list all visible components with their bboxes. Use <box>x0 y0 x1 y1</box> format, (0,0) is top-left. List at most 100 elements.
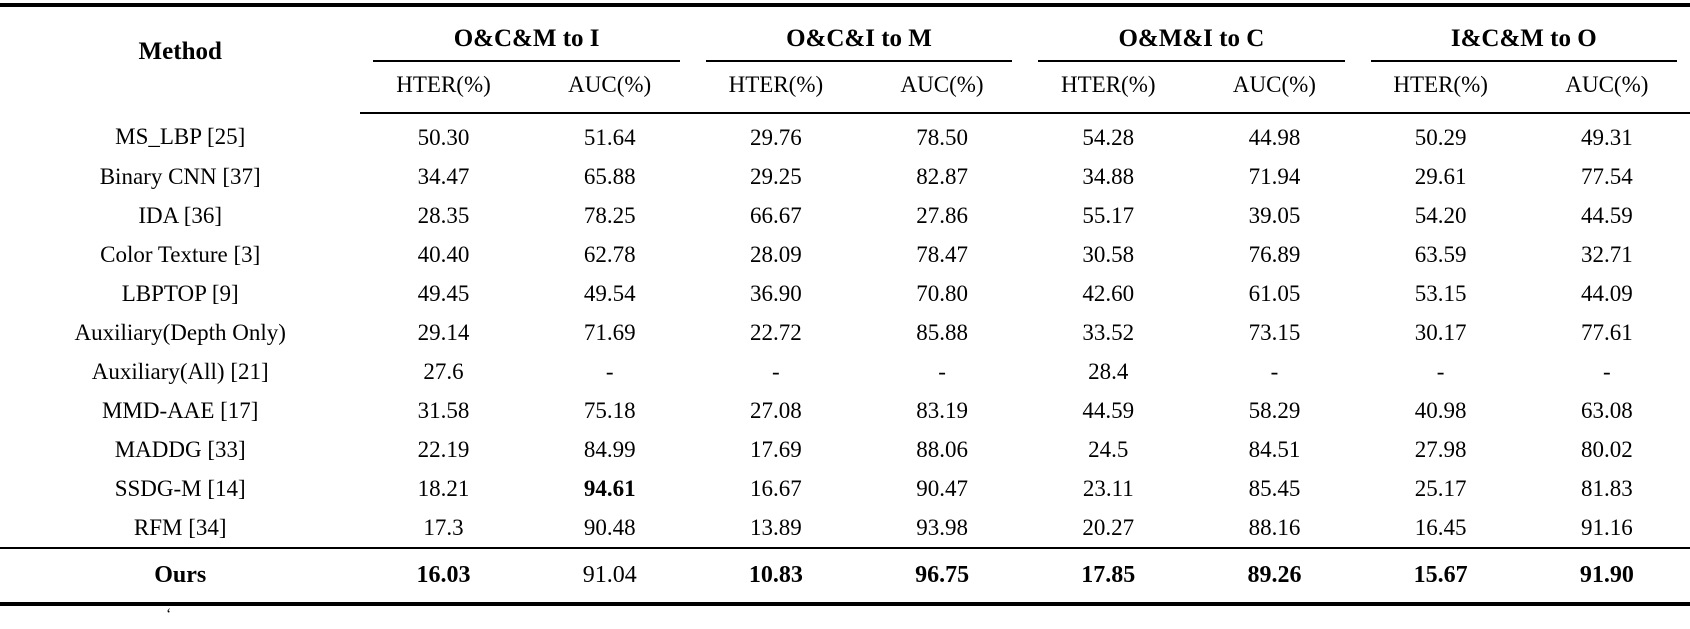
value-cell: 82.87 <box>916 163 968 189</box>
value-cell: 63.08 <box>1580 397 1633 423</box>
value-cell: 84.51 <box>1248 436 1301 462</box>
column-group-oci-to-m: O&C&I to M <box>693 5 1025 62</box>
method-cell: MADDG [33] <box>114 436 246 462</box>
column-group-ocm-to-i: O&C&M to I <box>360 5 692 62</box>
value-cell: 27.08 <box>750 397 802 423</box>
value-cell: 91.90 <box>1579 562 1634 588</box>
value-cell: 83.19 <box>916 397 968 423</box>
table-row: MADDG [33] 22.19 84.99 17.69 88.06 24.5 84.51 2… <box>0 430 1690 469</box>
value-cell: 49.31 <box>1580 124 1633 150</box>
value-cell: 54.20 <box>1414 202 1467 228</box>
value-cell: 77.54 <box>1580 163 1633 189</box>
value-cell: 96.75 <box>915 562 970 588</box>
value-cell: 44.98 <box>1248 124 1301 150</box>
value-cell: 24.5 <box>1088 436 1129 462</box>
method-cell: MS_LBP [25] <box>115 124 246 149</box>
value-cell: 50.30 <box>417 124 470 150</box>
value-cell: 49.45 <box>417 280 470 306</box>
value-cell: 94.61 <box>583 475 636 501</box>
value-cell: 58.29 <box>1248 397 1301 423</box>
method-cell: Color Texture [3] <box>100 241 261 267</box>
value-cell: 28.09 <box>750 241 802 267</box>
group-header-row: Method O&C&M to I O&C&I to M O&M&I to C … <box>0 5 1690 65</box>
value-cell: 62.78 <box>583 241 636 267</box>
value-cell: 23.11 <box>1082 475 1134 501</box>
value-cell: 90.48 <box>583 514 636 540</box>
value-cell: 70.80 <box>916 280 968 306</box>
value-cell: 44.59 <box>1580 202 1633 228</box>
value-cell: 44.59 <box>1082 397 1135 423</box>
subheader-row: HTER(%) AUC(%) HTER(%) AUC(%) HTER(%) AU… <box>0 62 1690 114</box>
value-cell: 78.25 <box>583 202 636 228</box>
value-cell: 54.28 <box>1082 124 1135 150</box>
table-row: LBPTOP [9] 49.45 49.54 36.90 70.80 42.60 61.05… <box>0 274 1690 313</box>
results-table: Method O&C&M to I O&C&I to M O&M&I to C … <box>0 3 1690 606</box>
value-cell: 40.40 <box>417 241 470 267</box>
value-cell: 28.35 <box>417 202 470 228</box>
value-cell: 33.52 <box>1082 319 1135 345</box>
column-header-hter: HTER(%) <box>1025 62 1192 114</box>
method-cell: RFM [34] <box>133 514 227 540</box>
value-cell: 42.60 <box>1082 280 1135 306</box>
column-group-omi-to-c: O&M&I to C <box>1025 5 1357 62</box>
value-cell: 34.88 <box>1082 163 1135 189</box>
group-label: O&C&I to M <box>705 25 1013 62</box>
value-cell: 22.19 <box>417 436 470 462</box>
value-cell: 18.21 <box>417 475 470 501</box>
value-cell: 51.64 <box>583 124 636 150</box>
value-cell: 85.45 <box>1248 475 1301 501</box>
column-header-auc: AUC(%) <box>858 62 1026 114</box>
value-cell: 17.69 <box>750 436 802 462</box>
column-group-icm-to-o: I&C&M to O <box>1358 5 1690 62</box>
value-cell: 88.06 <box>916 436 968 462</box>
table-row: IDA [36] 28.35 78.25 66.67 27.86 55.17 39.05 54… <box>0 196 1690 235</box>
value-cell: 16.45 <box>1414 514 1467 540</box>
value-cell: 55.17 <box>1082 202 1135 228</box>
value-cell: 71.94 <box>1248 163 1301 189</box>
value-cell: 40.98 <box>1414 397 1467 423</box>
value-cell: 91.04 <box>582 562 637 588</box>
group-label: I&C&M to O <box>1370 25 1677 62</box>
method-cell: Ours <box>154 562 207 588</box>
method-cell: Binary CNN [37] <box>99 163 261 189</box>
value-cell: 49.54 <box>583 280 636 306</box>
table-row: SSDG-M [14] 18.21 94.61 16.67 90.47 23.11 85.4… <box>0 469 1690 508</box>
value-cell: 65.88 <box>583 163 636 189</box>
table-row: MMD-AAE [17] 31.58 75.18 27.08 83.19 44.59 58.… <box>0 391 1690 430</box>
value-cell: 81.83 <box>1580 475 1633 501</box>
value-cell: 13.89 <box>750 514 802 540</box>
value-cell: 77.61 <box>1580 319 1633 345</box>
group-label: O&M&I to C <box>1038 25 1345 62</box>
value-cell: 17.3 <box>423 514 464 540</box>
value-cell: 32.71 <box>1580 241 1633 267</box>
group-label: O&C&M to I <box>373 25 680 62</box>
value-cell: - <box>772 358 780 384</box>
value-cell: 27.6 <box>423 358 464 384</box>
column-header-auc: AUC(%) <box>1191 62 1358 114</box>
ours-section: Ours 16.03 91.04 10.83 96.75 17.85 89.26 15.67 9… <box>0 548 1690 604</box>
value-cell: 36.90 <box>750 280 802 306</box>
value-cell: 61.05 <box>1248 280 1301 306</box>
column-header-auc: AUC(%) <box>526 62 693 114</box>
value-cell: 34.47 <box>417 163 470 189</box>
value-cell: - <box>938 358 946 384</box>
value-cell: 44.09 <box>1580 280 1633 306</box>
value-cell: 84.99 <box>583 436 636 462</box>
value-cell: 71.69 <box>583 319 636 345</box>
value-cell: 30.58 <box>1082 241 1135 267</box>
value-cell: 22.72 <box>750 319 802 345</box>
value-cell: 39.05 <box>1248 202 1301 228</box>
method-cell: Auxiliary(Depth Only) <box>74 319 286 345</box>
table-header: Method O&C&M to I O&C&I to M O&M&I to C … <box>0 5 1690 114</box>
column-header-hter: HTER(%) <box>360 62 527 114</box>
value-cell: 53.15 <box>1414 280 1467 306</box>
value-cell: 29.61 <box>1414 163 1467 189</box>
value-cell: 25.17 <box>1414 475 1467 501</box>
value-cell: 75.18 <box>583 397 636 423</box>
value-cell: 90.47 <box>916 475 968 501</box>
table-row: RFM [34] 17.3 90.48 13.89 93.98 20.27 88.16 16.… <box>0 508 1690 548</box>
column-header-hter: HTER(%) <box>1357 62 1524 114</box>
value-cell: 80.02 <box>1580 436 1633 462</box>
method-cell: MMD-AAE [17] <box>101 397 259 423</box>
value-cell: 29.14 <box>417 319 470 345</box>
